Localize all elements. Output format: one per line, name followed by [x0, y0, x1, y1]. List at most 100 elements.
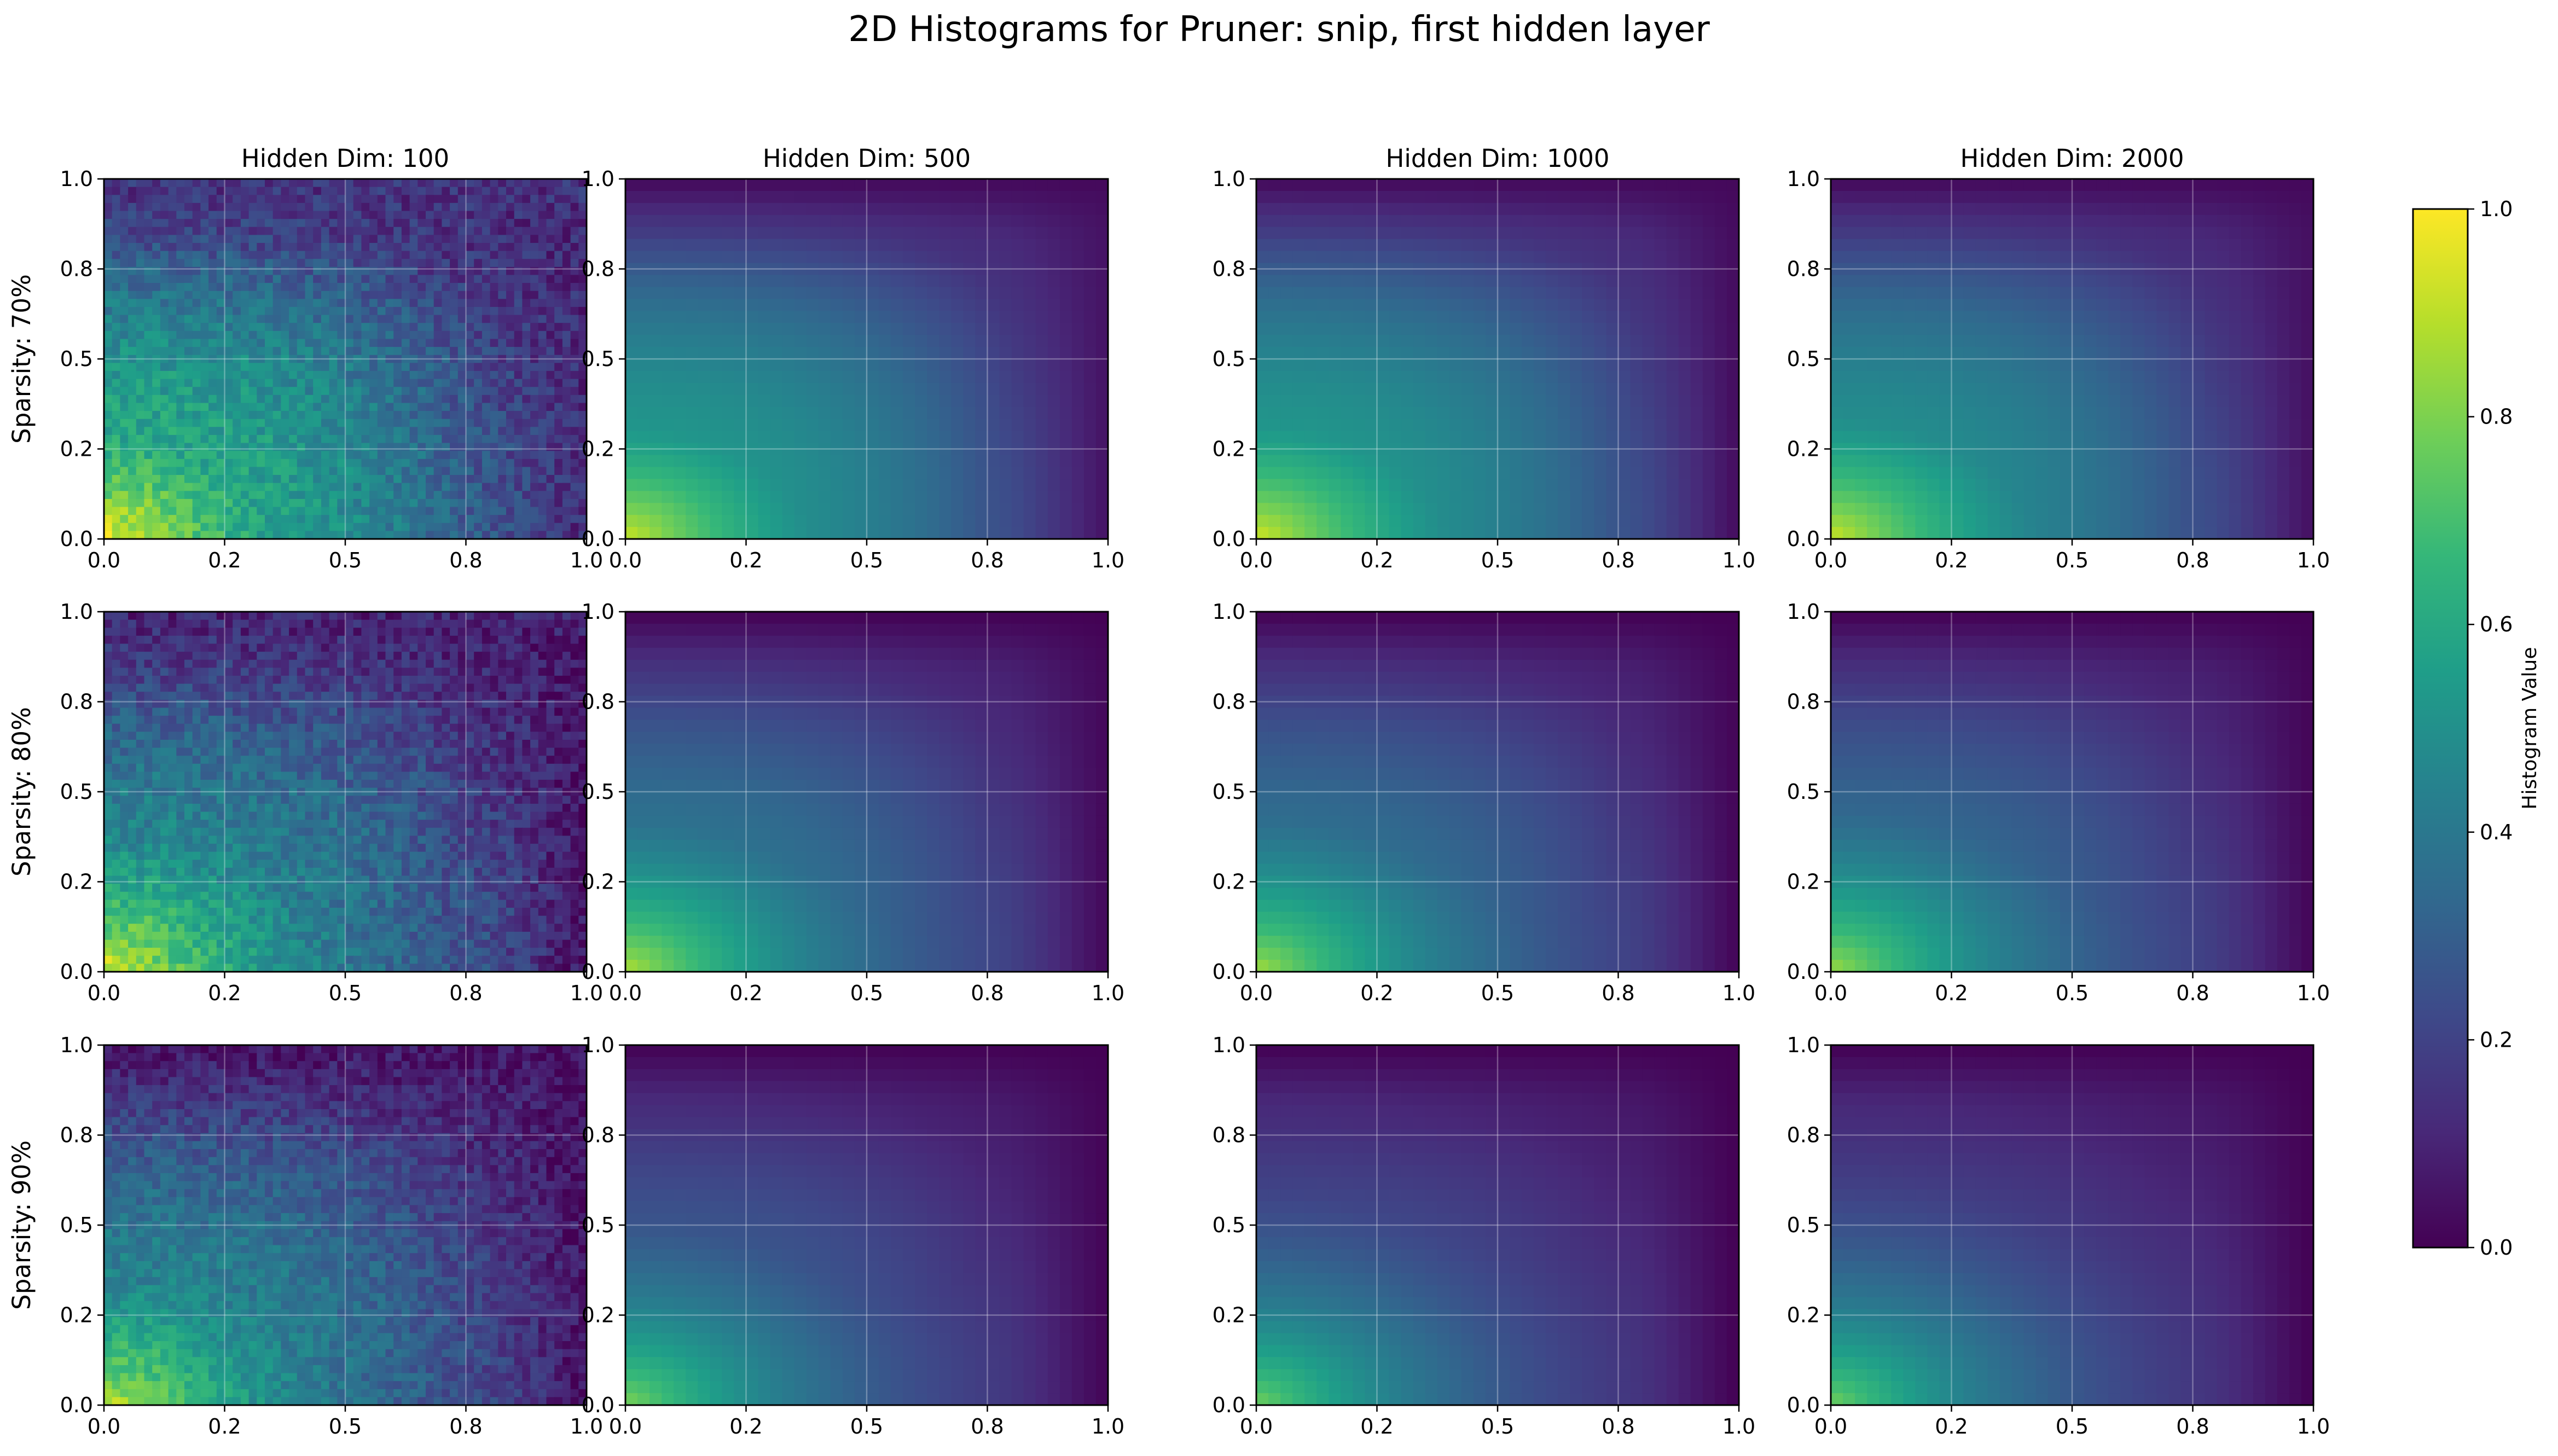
heatmap-cell: [305, 411, 314, 420]
heatmap-cell: [1582, 275, 1594, 287]
heatmap-cell: [1594, 311, 1607, 323]
heatmap-cell: [257, 523, 265, 531]
heatmap-cell: [963, 311, 976, 323]
heatmap-cell: [830, 431, 843, 444]
heatmap-cell: [361, 387, 370, 396]
heatmap-cell: [474, 443, 483, 451]
heatmap-cell: [112, 259, 120, 268]
heatmap-cell: [1011, 419, 1024, 432]
heatmap-cell: [546, 387, 555, 396]
heatmap-cell: [112, 531, 120, 540]
heatmap-cell: [794, 479, 807, 491]
heatmap-cell: [192, 451, 201, 460]
heatmap-cell: [369, 259, 378, 268]
heatmap-cell: [120, 306, 129, 316]
heatmap-cell: [1035, 179, 1048, 192]
heatmap-cell: [951, 214, 964, 228]
heatmap-cell: [806, 323, 819, 335]
heatmap-cell: [674, 239, 686, 252]
heatmap-cell: [353, 379, 362, 387]
heatmap-cell: [257, 275, 265, 283]
heatmap-cell: [842, 382, 855, 396]
heatmap-cell: [168, 251, 177, 259]
heatmap-cell: [546, 219, 555, 228]
heatmap-cell: [1095, 467, 1109, 479]
heatmap-cell: [128, 523, 137, 531]
heatmap-cell: [1473, 275, 1486, 287]
heatmap-cell: [939, 479, 952, 491]
heatmap-cell: [152, 363, 161, 372]
heatmap-cell: [498, 219, 507, 228]
heatmap-cell: [746, 347, 759, 359]
heatmap-cell: [233, 483, 241, 491]
heatmap-cell: [1546, 370, 1558, 384]
heatmap-cell: [1353, 467, 1366, 479]
heatmap-cell: [915, 395, 927, 408]
heatmap-cell: [272, 242, 281, 252]
heatmap-cell: [1485, 370, 1498, 384]
heatmap-cell: [1095, 347, 1109, 359]
x-tick-label: 0.8: [971, 548, 1004, 572]
heatmap-cell: [674, 431, 686, 444]
heatmap-cell: [951, 467, 964, 479]
heatmap-cell: [1594, 347, 1607, 359]
heatmap-cell: [313, 531, 322, 540]
heatmap-cell: [1377, 227, 1390, 240]
heatmap-cell: [385, 419, 394, 427]
heatmap-cell: [1047, 179, 1060, 192]
heatmap-cell: [442, 459, 450, 467]
heatmap-cell: [674, 359, 686, 372]
heatmap-cell: [233, 451, 241, 460]
heatmap-cell: [698, 299, 710, 311]
heatmap-cell: [377, 459, 386, 467]
heatmap-cell: [975, 503, 988, 515]
heatmap-cell: [879, 323, 891, 335]
heatmap-cell: [963, 214, 976, 228]
heatmap-cell: [770, 419, 783, 432]
heatmap-cell: [385, 235, 394, 243]
heatmap-cell: [498, 259, 507, 268]
heatmap-cell: [281, 195, 289, 204]
heatmap-cell: [1702, 227, 1715, 240]
heatmap-cell: [240, 283, 250, 292]
heatmap-cell: [963, 382, 976, 396]
heatmap-cell: [233, 459, 241, 467]
heatmap-cell: [1071, 323, 1084, 335]
heatmap-cell: [442, 387, 450, 396]
heatmap-cell: [1678, 251, 1691, 264]
heatmap-cell: [152, 306, 161, 316]
heatmap-cell: [554, 515, 563, 524]
heatmap-cell: [208, 306, 217, 316]
heatmap-cell: [136, 275, 145, 283]
heatmap-cell: [1510, 251, 1522, 264]
heatmap-cell: [490, 451, 498, 460]
heatmap-cell: [313, 235, 322, 243]
heatmap-cell: [562, 475, 571, 484]
heatmap-cell: [1341, 431, 1353, 444]
heatmap-cell: [1095, 214, 1109, 228]
heatmap-cell: [1546, 479, 1558, 491]
heatmap-cell: [482, 227, 491, 235]
heatmap-cell: [305, 315, 314, 323]
heatmap-cell: [1401, 479, 1414, 491]
heatmap-cell: [248, 467, 257, 475]
heatmap-cell: [1256, 202, 1269, 216]
heatmap-cell: [546, 291, 555, 299]
heatmap-cell: [506, 395, 515, 404]
heatmap-cell: [999, 370, 1012, 384]
heatmap-cell: [842, 419, 855, 432]
heatmap-cell: [337, 291, 346, 299]
heatmap-cell: [442, 451, 450, 460]
heatmap-cell: [442, 251, 450, 259]
heatmap-cell: [233, 315, 241, 323]
heatmap-cell: [1449, 335, 1462, 347]
heatmap-cell: [1413, 239, 1426, 252]
heatmap-cell: [1498, 370, 1510, 384]
heatmap-cell: [160, 347, 169, 356]
heatmap-cell: [409, 459, 418, 467]
heatmap-cell: [248, 498, 257, 508]
heatmap-cell: [248, 330, 257, 340]
heatmap-cell: [879, 370, 891, 384]
heatmap-cell: [329, 202, 338, 212]
heatmap-cell: [1510, 455, 1522, 467]
